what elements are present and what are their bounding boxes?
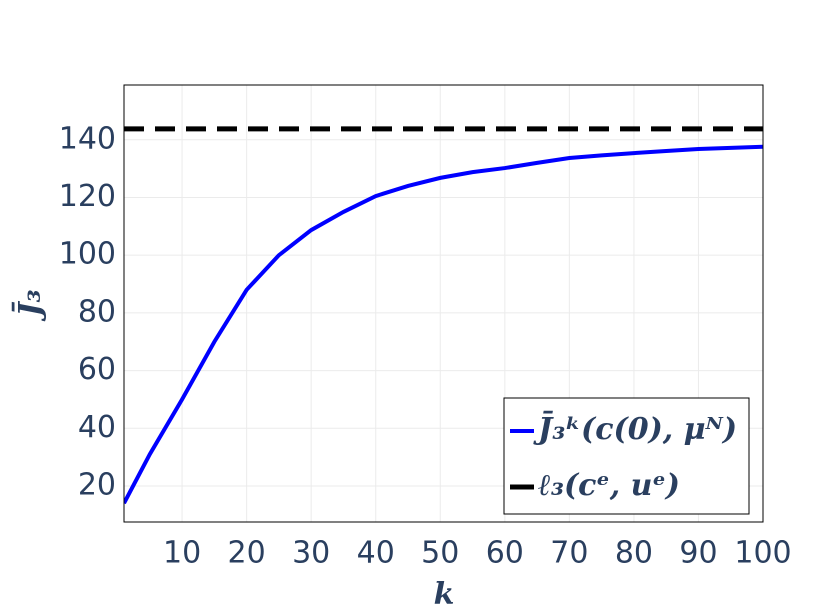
y-tick-label: 120	[59, 179, 116, 214]
y-axis-title: J̄₃	[12, 289, 48, 321]
x-tick-label: 40	[357, 536, 395, 571]
x-tick-label: 20	[228, 536, 266, 571]
y-tick-label: 140	[59, 121, 116, 156]
x-tick-label: 80	[615, 536, 653, 571]
x-axis-title: k	[434, 577, 455, 610]
x-tick-label: 60	[486, 536, 524, 571]
legend-box	[503, 397, 750, 515]
x-tick-label: 90	[679, 536, 717, 571]
series-line	[124, 144, 763, 505]
x-tick-label: 100	[734, 536, 791, 571]
y-tick-label: 100	[59, 237, 116, 272]
y-tick-label: 80	[78, 294, 116, 329]
x-tick-label: 50	[421, 536, 459, 571]
y-tick-label: 60	[78, 352, 116, 387]
plot-frame	[123, 84, 764, 523]
x-tick-label: 30	[292, 536, 330, 571]
y-tick-label: 40	[78, 410, 116, 445]
legend-label: ℓ₃(cᵉ, uᵉ)	[538, 468, 680, 503]
legend-label: J̄₃ᵏ(c(0), μᴺ)	[533, 411, 737, 447]
y-tick-label: 20	[78, 467, 116, 502]
x-tick-label: 10	[163, 536, 201, 571]
x-tick-label: 70	[550, 536, 588, 571]
